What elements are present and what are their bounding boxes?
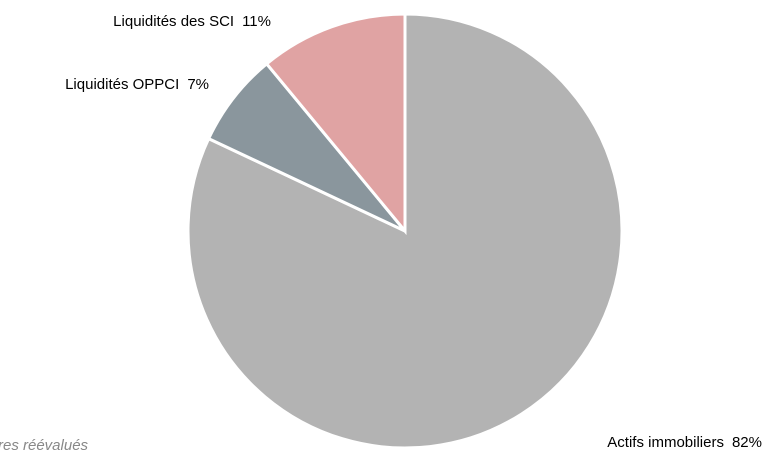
- slice-label: Actifs immobiliers 82%: [607, 434, 762, 451]
- slice-label: Liquidités OPPCI 7%: [65, 76, 209, 93]
- category-label: Liquidités des SCI: [113, 13, 234, 30]
- category-label: Actifs immobiliers: [607, 434, 724, 451]
- annotation: res réévalués: [0, 437, 89, 452]
- value-label: 82%: [732, 434, 762, 451]
- value-label: 11%: [242, 13, 271, 30]
- category-label: Liquidités OPPCI: [65, 76, 179, 93]
- value-label: 7%: [187, 76, 209, 93]
- pie-slice: [264, 12, 407, 236]
- slice-label: Liquidités des SCI 11%: [113, 13, 271, 30]
